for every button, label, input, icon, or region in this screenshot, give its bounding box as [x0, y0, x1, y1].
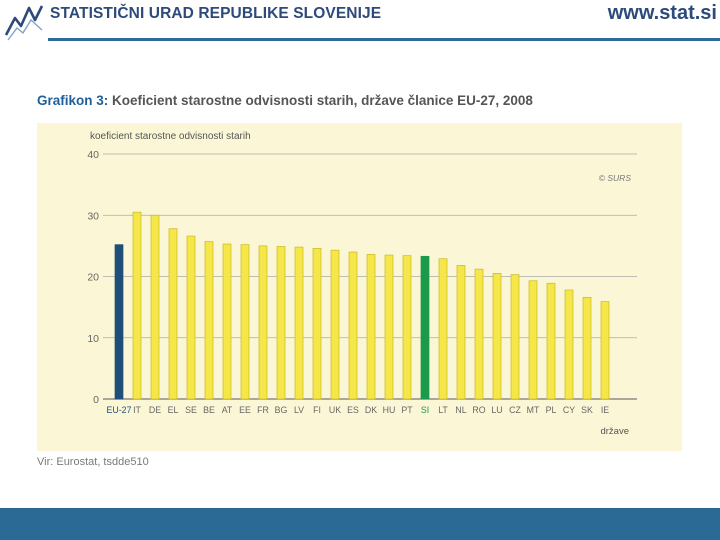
bar-si: [420, 255, 430, 400]
x-tick-label: BG: [275, 405, 288, 415]
y-tick-label: 10: [87, 333, 99, 345]
bar-lt: [438, 258, 448, 400]
bar-es: [348, 251, 358, 400]
x-tick-label: FR: [257, 405, 269, 415]
x-tick-label: DE: [149, 405, 161, 415]
source-note: Vir: Eurostat, tsdde510: [37, 456, 149, 468]
bar-lv: [294, 246, 304, 400]
bar-at: [222, 243, 232, 400]
x-tick-label: AT: [222, 405, 233, 415]
x-tick-label: CY: [563, 405, 575, 415]
bar-cy: [564, 289, 574, 400]
bar-eu-27: [114, 244, 124, 400]
x-tick-label: NL: [455, 405, 466, 415]
y-axis-label: koeficient starostne odvisnosti starih: [90, 131, 251, 142]
bar-lu: [492, 273, 502, 400]
x-tick-label: DK: [365, 405, 377, 415]
bar-dk: [366, 254, 376, 400]
bar-hu: [384, 254, 394, 400]
bar-fi: [312, 247, 322, 400]
site-url[interactable]: www.stat.si: [607, 2, 717, 24]
x-tick-label: SE: [185, 405, 197, 415]
bar-it: [132, 211, 142, 400]
y-tick-label: 40: [87, 149, 99, 161]
x-tick-label: SI: [421, 405, 429, 415]
surs-logo: [4, 5, 44, 41]
org-name: STATISTIČNI URAD REPUBLIKE SLOVENIJE: [50, 5, 382, 22]
x-tick-label: PL: [546, 405, 557, 415]
y-tick-label: 20: [87, 272, 99, 284]
bar-pl: [546, 282, 556, 400]
chart-title-text: Koeficient starostne odvisnosti starih, …: [108, 93, 533, 108]
x-tick-label: IE: [601, 405, 609, 415]
x-tick-label: SK: [581, 405, 593, 415]
chart-title-lead: Grafikon 3:: [37, 93, 109, 108]
bar-ee: [240, 244, 250, 400]
footer-band: [0, 508, 720, 540]
x-tick-label: CZ: [509, 405, 521, 415]
x-tick-label: UK: [329, 405, 341, 415]
x-tick-label: IT: [133, 405, 141, 415]
x-tick-label: EE: [239, 405, 251, 415]
bar-ie: [600, 301, 610, 400]
x-tick-label: BE: [203, 405, 215, 415]
x-tick-label: MT: [527, 405, 540, 415]
x-tick-label: RO: [472, 405, 485, 415]
x-axis-label: države: [600, 426, 629, 437]
x-tick-label: HU: [383, 405, 396, 415]
x-tick-label: PT: [401, 405, 413, 415]
bar-mt: [528, 280, 538, 400]
bar-chart: 0 10 20 30 40 koeficient starostne odvisnosti…: [87, 131, 637, 437]
chart-panel: 0 10 20 30 40 koeficient starostne odvisnosti…: [37, 123, 682, 451]
bar-be: [204, 241, 214, 400]
bar-el: [168, 228, 178, 400]
bar-bg: [276, 246, 286, 400]
x-tick-label: ES: [347, 405, 359, 415]
y-tick-label: 0: [93, 394, 99, 406]
bar-se: [186, 235, 196, 400]
bar-cz: [510, 274, 520, 400]
watermark: © SURS: [599, 173, 632, 183]
x-tick-label: EL: [168, 405, 179, 415]
bar-uk: [330, 249, 340, 400]
bar-fr: [258, 245, 268, 400]
x-tick-label: LT: [438, 405, 448, 415]
bar-sk: [582, 296, 592, 400]
x-tick-label: LV: [294, 405, 304, 415]
x-tick-label: FI: [313, 405, 321, 415]
y-tick-label: 30: [87, 210, 99, 222]
bar-de: [150, 214, 160, 400]
x-tick-label: EU-27: [107, 405, 132, 415]
chart-title: Grafikon 3: Koeficient starostne odvisno…: [37, 93, 533, 108]
x-tick-label: LU: [491, 405, 502, 415]
header-rule: [48, 38, 720, 41]
bar-nl: [456, 265, 466, 400]
bar-ro: [474, 268, 484, 400]
bar-pt: [402, 255, 412, 400]
